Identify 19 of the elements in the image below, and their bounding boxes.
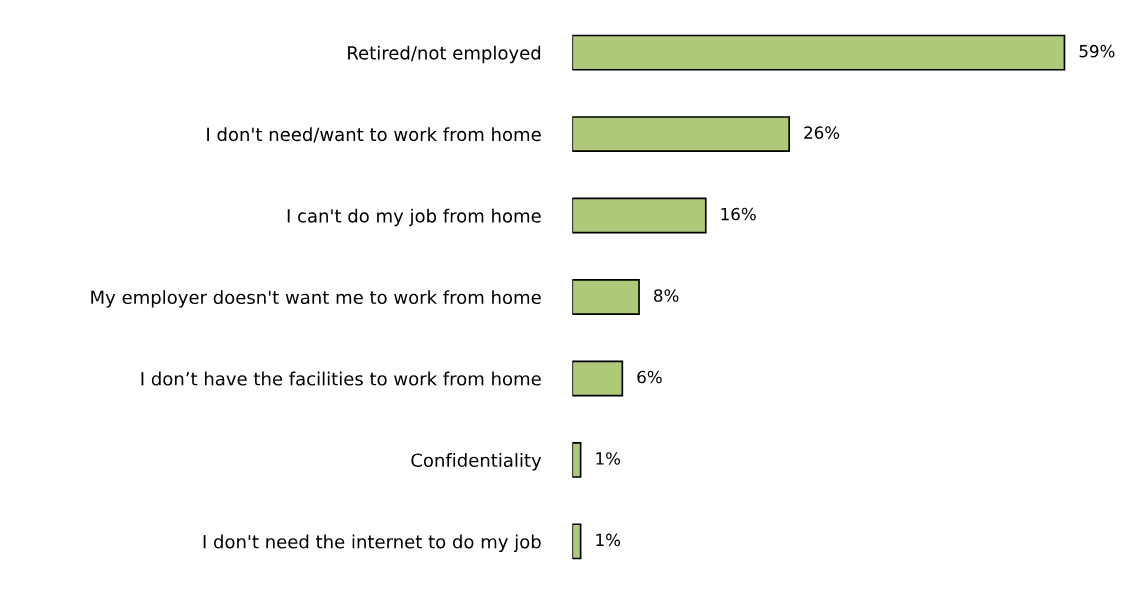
y-tick-label: Confidentiality bbox=[411, 453, 542, 471]
bar bbox=[572, 360, 624, 397]
y-tick-label: I can't do my job from home bbox=[287, 208, 541, 227]
data-label: 59% bbox=[1079, 44, 1115, 58]
data-label: 1% bbox=[596, 452, 621, 465]
y-tick-label: I don’t have the facilities to work from home bbox=[141, 371, 541, 386]
data-label: 16% bbox=[721, 207, 756, 221]
data-label: 6% bbox=[637, 370, 662, 384]
bar bbox=[572, 116, 791, 153]
y-tick-label: Retired/not employed bbox=[348, 45, 541, 64]
y-tick-label: My employer doesn't want me to work from home bbox=[91, 290, 541, 308]
y-tick-label: I don't need the internet to do my job bbox=[203, 534, 541, 552]
bar bbox=[572, 279, 640, 315]
y-tick-label: I don't need/want to work from home bbox=[207, 127, 541, 143]
data-label: 1% bbox=[596, 533, 621, 547]
data-label: 26% bbox=[804, 126, 840, 139]
data-label: 8% bbox=[654, 289, 679, 302]
bar bbox=[572, 197, 707, 234]
bar bbox=[572, 34, 1066, 71]
